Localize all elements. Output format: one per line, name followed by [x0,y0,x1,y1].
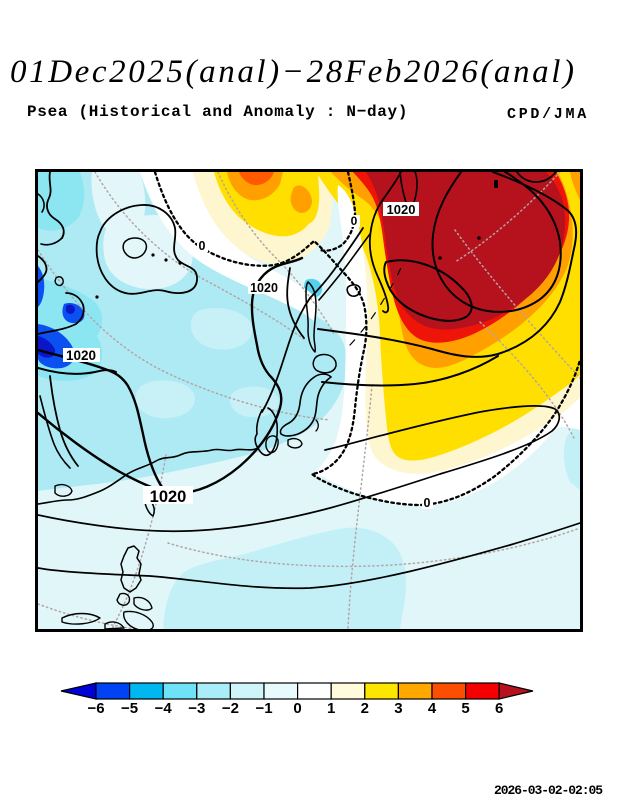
svg-text:1020: 1020 [150,488,187,506]
svg-text:1020: 1020 [387,202,416,217]
svg-text:5: 5 [461,700,469,717]
svg-text:0: 0 [293,700,301,717]
svg-text:1020: 1020 [66,348,96,363]
svg-text:−3: −3 [188,700,205,717]
svg-text:−5: −5 [121,700,138,717]
svg-text:−6: −6 [87,700,104,717]
svg-text:0: 0 [424,496,431,510]
svg-text:1: 1 [327,700,335,717]
svg-text:0: 0 [199,239,206,253]
svg-text:6: 6 [495,700,503,717]
svg-text:−1: −1 [255,700,272,717]
svg-text:−4: −4 [155,700,173,717]
svg-text:3: 3 [394,700,402,717]
svg-text:4: 4 [428,700,437,717]
svg-text:−2: −2 [222,700,239,717]
svg-text:0: 0 [351,214,358,228]
svg-text:1020: 1020 [250,281,278,295]
svg-text:2: 2 [361,700,369,717]
